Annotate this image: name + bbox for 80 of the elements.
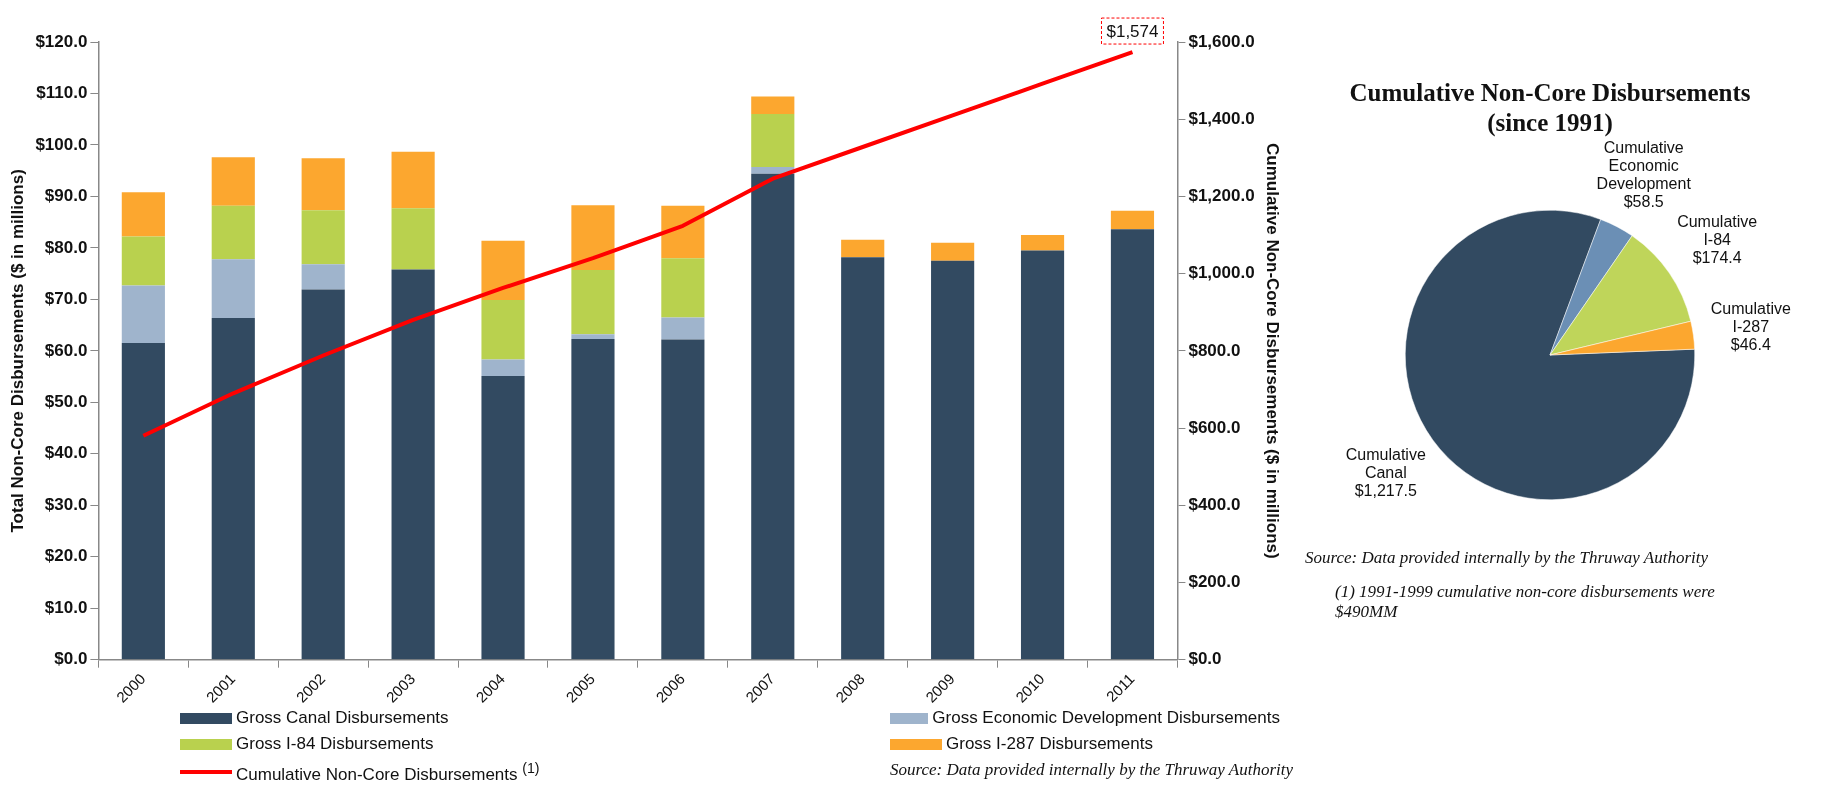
- bar: [1020, 235, 1065, 251]
- bar: [1020, 250, 1065, 660]
- y-tick-label: $90.0: [44, 186, 88, 206]
- bar: [391, 269, 435, 660]
- y-tick-label: $70.0: [44, 289, 88, 309]
- slice-label: Cumulative Canal: [1345, 446, 1426, 482]
- bar: [301, 158, 345, 211]
- bar: [571, 270, 615, 335]
- y-tick-label: $100.0: [35, 134, 88, 154]
- y2-tick-label: $1,600.0: [1188, 31, 1255, 51]
- bar: [661, 339, 705, 660]
- bar: [211, 205, 255, 260]
- bar: [211, 259, 255, 318]
- y-tick-label: $0.0: [54, 649, 88, 669]
- bar: [481, 359, 525, 377]
- y-tick-label: $10.0: [44, 597, 88, 617]
- chart-title: Cumulative Non-Core Disbursements (since 1991): [1348, 78, 1752, 138]
- y-tick-label: $30.0: [44, 494, 88, 514]
- legend-label: Gross I-84 Disbursements: [236, 734, 434, 754]
- y-tick-label: $20.0: [44, 546, 88, 566]
- data-label: $1,217.5: [1354, 482, 1418, 500]
- data-label: $1,574: [1106, 21, 1159, 41]
- y2-tick-label: $800.0: [1188, 340, 1241, 360]
- bar: [571, 205, 615, 271]
- data-label: $58.5: [1623, 192, 1664, 210]
- bar: [391, 208, 435, 270]
- y-tick-label: $80.0: [44, 237, 88, 257]
- data-label: $46.4: [1730, 335, 1771, 353]
- legend-label: Gross Economic Development Disbursements: [932, 708, 1280, 728]
- bar: [481, 299, 525, 360]
- slice-label: Cumulative I-287: [1710, 299, 1791, 335]
- data-label: $174.4: [1692, 248, 1742, 266]
- bar: [121, 192, 165, 237]
- y2-tick-label: $400.0: [1188, 494, 1241, 514]
- bar: [661, 317, 705, 340]
- bar: [121, 343, 165, 660]
- legend-label: Gross Canal Disbursements: [236, 708, 449, 728]
- slice-label: Cumulative I-84: [1677, 212, 1758, 248]
- bar: [481, 376, 525, 660]
- bar: [121, 236, 165, 286]
- bar: [301, 289, 345, 660]
- y2-axis-title: Cumulative Non-Core Disbursements ($ in millions): [1263, 143, 1283, 559]
- bar: [571, 334, 615, 339]
- bar: [481, 240, 525, 300]
- bar: [841, 239, 885, 258]
- bar: [751, 96, 795, 115]
- bar: [1110, 210, 1155, 230]
- source-note: Source: Data provided internally by the Thruway Authority: [890, 760, 1294, 781]
- source-note: Source: Data provided internally by the Thruway Authority: [1305, 548, 1710, 568]
- bar: [121, 285, 165, 344]
- y2-tick-label: $1,000.0: [1188, 263, 1255, 283]
- legend-label: Cumulative Non-Core Disbursements $^{(1)}$: [236, 760, 540, 785]
- slice-label: Cumulative Economic Development: [1596, 138, 1692, 192]
- bar: [211, 157, 255, 206]
- bar: [751, 114, 795, 168]
- bar: [931, 242, 975, 261]
- y-tick-label: $110.0: [36, 83, 88, 103]
- y2-tick-label: $1,400.0: [1188, 108, 1255, 128]
- bar: [751, 173, 795, 660]
- y2-tick-label: $1,200.0: [1188, 186, 1255, 206]
- text: (1) 1991-1999 cumulative non-core disbursements were $490MM: [1334, 582, 1716, 622]
- bar: [1110, 229, 1155, 660]
- y-tick-label: $40.0: [44, 443, 88, 463]
- bar: [841, 257, 885, 660]
- y-axis-title: Total Non-Core Disbursements ($ in millions): [7, 169, 27, 533]
- bar: [571, 339, 615, 660]
- y-tick-label: $60.0: [44, 340, 88, 360]
- bar: [931, 260, 975, 660]
- y2-tick-label: $600.0: [1188, 417, 1241, 437]
- y2-tick-label: $0.0: [1188, 649, 1222, 669]
- y-tick-label: $50.0: [44, 392, 88, 411]
- y-tick-label: $120.0: [35, 31, 88, 51]
- bar: [301, 210, 345, 265]
- bar: [211, 317, 255, 660]
- bar: [391, 151, 435, 209]
- legend-label: Gross I-287 Disbursements: [946, 734, 1153, 754]
- bar: [661, 205, 705, 259]
- bar: [301, 264, 345, 290]
- bar: [661, 258, 705, 318]
- y2-tick-label: $200.0: [1188, 572, 1241, 592]
